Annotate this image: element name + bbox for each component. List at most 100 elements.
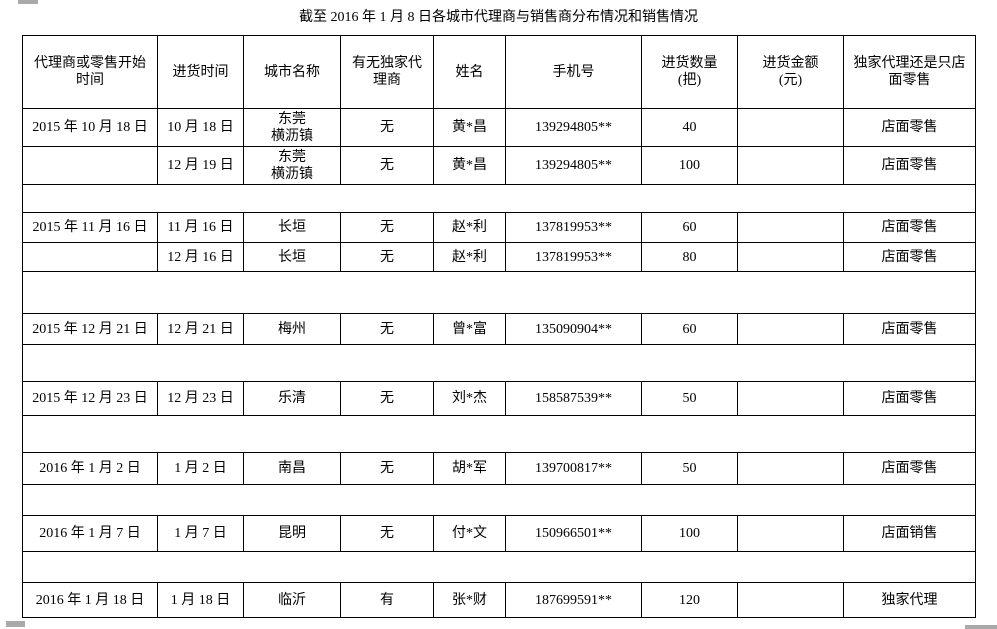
cell-amount [737,212,844,243]
cell-city: 长垣 [243,242,341,272]
cell-city: 临沂 [243,582,341,618]
cell-purchase-date: 12 月 16 日 [157,242,244,272]
spacer-cell [22,271,976,314]
cell-city: 长垣 [243,212,341,243]
cell-city: 南昌 [243,452,341,485]
cell-has-exclusive-agent: 无 [340,452,434,485]
cell-name: 刘*杰 [433,381,506,416]
cell-city: 乐清 [243,381,341,416]
table-row: 2015 年 10 月 18 日 10 月 18 日 东莞 横沥镇 无 黄*昌 … [22,108,976,147]
spacer-cell [22,415,976,453]
cell-start-date: 2015 年 12 月 21 日 [22,313,158,345]
cell-purchase-date: 1 月 7 日 [157,515,244,552]
cell-phone: 135090904** [505,313,642,345]
cell-start-date: 2015 年 12 月 23 日 [22,381,158,416]
cell-phone: 137819953** [505,242,642,272]
cell-purchase-date: 1 月 18 日 [157,582,244,618]
header-name: 姓名 [433,35,506,109]
table-row: 2015 年 11 月 16 日 11 月 16 日 长垣 无 赵*利 1378… [22,212,976,243]
table-spacer-row [22,271,976,314]
cell-city: 东莞 横沥镇 [243,146,341,185]
header-purchase-date: 进货时间 [157,35,244,109]
cell-amount [737,146,844,185]
table-row: 2015 年 12 月 21 日 12 月 21 日 梅州 无 曾*富 1350… [22,313,976,345]
cell-phone: 158587539** [505,381,642,416]
cell-quantity: 40 [641,108,738,147]
cell-city: 东莞 横沥镇 [243,108,341,147]
cell-sales-mode: 店面零售 [843,146,976,185]
cell-name: 赵*利 [433,242,506,272]
cell-name: 曾*富 [433,313,506,345]
cell-purchase-date: 11 月 16 日 [157,212,244,243]
spacer-cell [22,184,976,213]
header-city: 城市名称 [243,35,341,109]
cell-amount [737,242,844,272]
cell-quantity: 60 [641,313,738,345]
cell-city: 昆明 [243,515,341,552]
cell-phone: 139700817** [505,452,642,485]
cell-start-date [22,242,158,272]
cell-start-date: 2015 年 10 月 18 日 [22,108,158,147]
cell-has-exclusive-agent: 有 [340,582,434,618]
cell-sales-mode: 店面零售 [843,212,976,243]
cell-has-exclusive-agent: 无 [340,212,434,243]
cell-quantity: 100 [641,515,738,552]
cell-amount [737,108,844,147]
cell-sales-mode: 店面零售 [843,452,976,485]
cell-purchase-date: 10 月 18 日 [157,108,244,147]
table-spacer-row [22,551,976,583]
cell-name: 赵*利 [433,212,506,243]
cell-city: 梅州 [243,313,341,345]
table-row: 12 月 19 日 东莞 横沥镇 无 黄*昌 139294805** 100 店… [22,146,976,185]
cell-sales-mode: 店面零售 [843,242,976,272]
cell-has-exclusive-agent: 无 [340,381,434,416]
cell-purchase-date: 12 月 21 日 [157,313,244,345]
spacer-cell [22,551,976,583]
header-has-exclusive-agent: 有无独家代 理商 [340,35,434,109]
cell-start-date: 2016 年 1 月 7 日 [22,515,158,552]
cell-start-date [22,146,158,185]
cell-quantity: 100 [641,146,738,185]
distribution-sales-table: 代理商或零售开始 时间 进货时间 城市名称 有无独家代 理商 姓名 手机号 进货… [22,35,976,618]
cell-amount [737,515,844,552]
cell-amount [737,381,844,416]
cell-name: 张*财 [433,582,506,618]
cell-has-exclusive-agent: 无 [340,146,434,185]
cell-purchase-date: 12 月 19 日 [157,146,244,185]
table-row: 2015 年 12 月 23 日 12 月 23 日 乐清 无 刘*杰 1585… [22,381,976,416]
screenshot-artifact-bottom-left [6,621,25,627]
table-row: 12 月 16 日 长垣 无 赵*利 137819953** 80 店面零售 [22,242,976,272]
cell-name: 胡*军 [433,452,506,485]
cell-quantity: 50 [641,452,738,485]
screenshot-artifact-top-left [18,0,38,4]
cell-phone: 187699591** [505,582,642,618]
cell-sales-mode: 独家代理 [843,582,976,618]
cell-amount [737,452,844,485]
cell-sales-mode: 店面零售 [843,381,976,416]
cell-quantity: 120 [641,582,738,618]
cell-phone: 139294805** [505,108,642,147]
page-title: 截至 2016 年 1 月 8 日各城市代理商与销售商分布情况和销售情况 [299,10,698,25]
cell-quantity: 80 [641,242,738,272]
table-header-row: 代理商或零售开始 时间 进货时间 城市名称 有无独家代 理商 姓名 手机号 进货… [22,35,976,109]
cell-sales-mode: 店面零售 [843,108,976,147]
screenshot-artifact-bottom-right [965,625,997,629]
header-sales-mode: 独家代理还是只店 面零售 [843,35,976,109]
cell-quantity: 50 [641,381,738,416]
table-spacer-row [22,344,976,382]
cell-start-date: 2016 年 1 月 18 日 [22,582,158,618]
header-amount: 进货金额 (元) [737,35,844,109]
table-spacer-row [22,484,976,516]
header-start-date: 代理商或零售开始 时间 [22,35,158,109]
cell-start-date: 2015 年 11 月 16 日 [22,212,158,243]
cell-quantity: 60 [641,212,738,243]
cell-name: 付*文 [433,515,506,552]
cell-has-exclusive-agent: 无 [340,515,434,552]
cell-amount [737,582,844,618]
cell-phone: 150966501** [505,515,642,552]
cell-purchase-date: 1 月 2 日 [157,452,244,485]
cell-has-exclusive-agent: 无 [340,313,434,345]
cell-has-exclusive-agent: 无 [340,108,434,147]
header-quantity: 进货数量 (把) [641,35,738,109]
cell-has-exclusive-agent: 无 [340,242,434,272]
